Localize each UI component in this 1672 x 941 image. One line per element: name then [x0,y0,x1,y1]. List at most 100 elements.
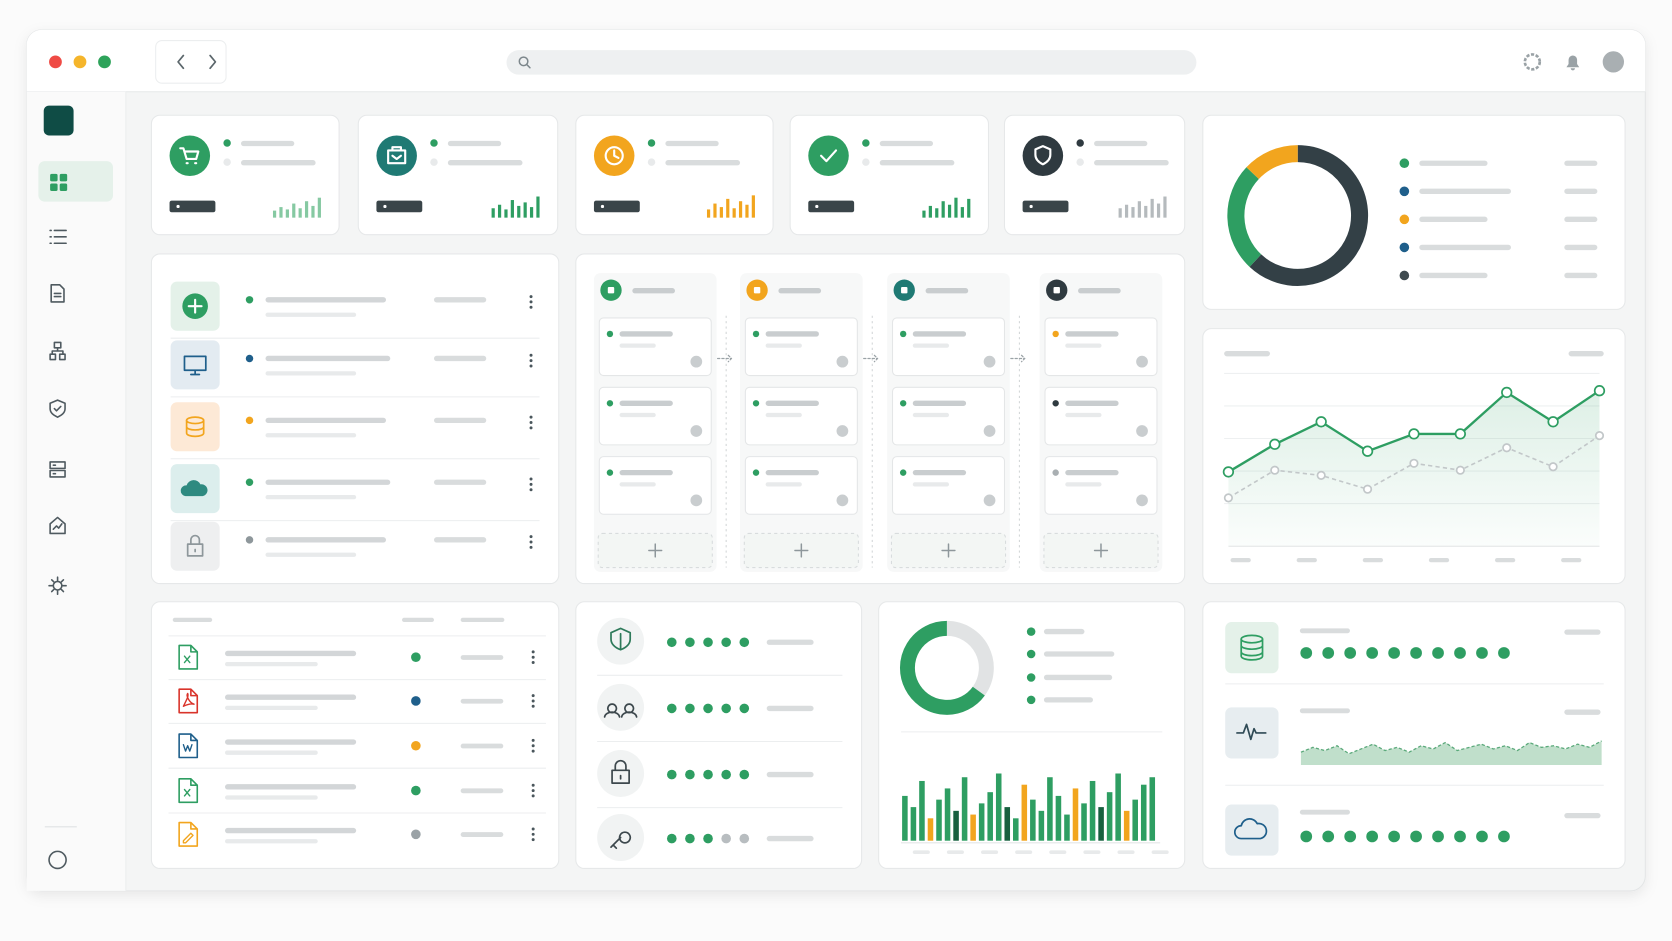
more-button[interactable] [531,661,535,665]
column-icon [1053,286,1060,294]
back-button[interactable] [177,54,185,70]
assignee-avatar [1136,355,1148,368]
more-button[interactable] [529,305,533,309]
nav-item[interactable] [49,516,66,535]
nav-item[interactable] [50,284,65,303]
notifications-button[interactable] [1566,55,1580,71]
strength-dot [685,833,695,844]
user-avatar[interactable] [1602,51,1625,73]
more-button[interactable] [529,426,533,430]
more-button[interactable] [529,364,533,368]
placeholder [946,850,964,855]
placeholder [224,705,318,711]
sparkline-bar [928,205,932,218]
flow-arrow [863,354,879,363]
assignee-avatar [690,355,703,368]
legend-dot [1026,627,1036,636]
placeholder [1078,288,1121,294]
window-control [98,55,111,69]
more-button[interactable] [531,744,535,748]
nav-item[interactable] [48,576,67,596]
placeholder [460,788,504,794]
placeholder [433,297,487,303]
sparkline-bar [941,201,945,218]
more-button[interactable] [529,295,533,299]
nav-item[interactable] [49,399,66,418]
more-button[interactable] [531,789,535,793]
placeholder [265,371,357,376]
file-icon [183,655,191,664]
more-button[interactable] [531,655,535,659]
strength-dot [721,833,731,844]
nav-item[interactable] [49,341,66,361]
more-button[interactable] [529,415,533,419]
legend-dot [1399,270,1410,281]
strength-dot [685,637,695,648]
nav-item[interactable] [49,461,66,478]
data-point [1269,438,1281,450]
profile-button[interactable] [48,850,67,870]
more-button[interactable] [529,353,533,357]
more-button[interactable] [529,300,533,304]
more-button[interactable] [531,694,535,698]
column-icon [901,286,908,294]
forward-button[interactable] [209,54,217,70]
more-button[interactable] [531,827,535,831]
status-dot [899,469,907,476]
bar [1055,795,1062,841]
uptime-dot [1344,830,1357,843]
placeholder [1296,557,1317,563]
strength-dot [703,703,713,714]
more-button[interactable] [531,838,535,842]
flow-arrow [716,354,733,363]
legend-dot [1026,695,1036,705]
area-fill [1228,390,1600,547]
assignee-avatar [1136,425,1148,437]
nav-item-active[interactable] [38,161,114,202]
data-point [1502,443,1512,453]
placeholder [1065,400,1119,406]
uptime-dot [1300,647,1313,659]
more-button[interactable] [531,704,535,708]
search-bar[interactable] [506,50,1197,75]
placeholder [1065,482,1102,487]
settings-button[interactable] [1523,53,1542,71]
more-button[interactable] [531,738,535,742]
uptime-dot [1454,647,1466,659]
window-control [73,55,87,69]
search-icon [518,56,529,67]
strength-dot [703,833,713,844]
security-icon [603,703,638,718]
data-point [1223,493,1233,503]
more-button[interactable] [531,650,535,654]
more-button[interactable] [529,545,533,549]
more-button[interactable] [531,699,535,703]
status-dot [430,139,438,147]
more-button[interactable] [529,477,533,481]
placeholder [765,400,819,406]
more-button[interactable] [529,488,533,492]
list-icon [170,340,220,390]
more-button[interactable] [529,420,533,424]
more-button[interactable] [531,794,535,798]
more-button[interactable] [531,749,535,753]
placeholder [1043,697,1093,703]
kpi-value [376,200,423,213]
card [150,601,560,869]
nav-item[interactable] [49,229,67,245]
more-button[interactable] [529,359,533,363]
more-button[interactable] [529,535,533,539]
strength-dot [685,703,695,714]
donut-segment [1227,167,1262,267]
placeholder [766,639,814,645]
more-button[interactable] [529,482,533,486]
uptime-dot [1410,830,1422,843]
placeholder [665,160,741,166]
strength-dot [721,637,731,648]
more-button[interactable] [531,832,535,836]
more-button[interactable] [531,783,535,787]
more-button[interactable] [529,540,533,544]
assignee-avatar [836,494,849,507]
data-point [1547,416,1559,428]
